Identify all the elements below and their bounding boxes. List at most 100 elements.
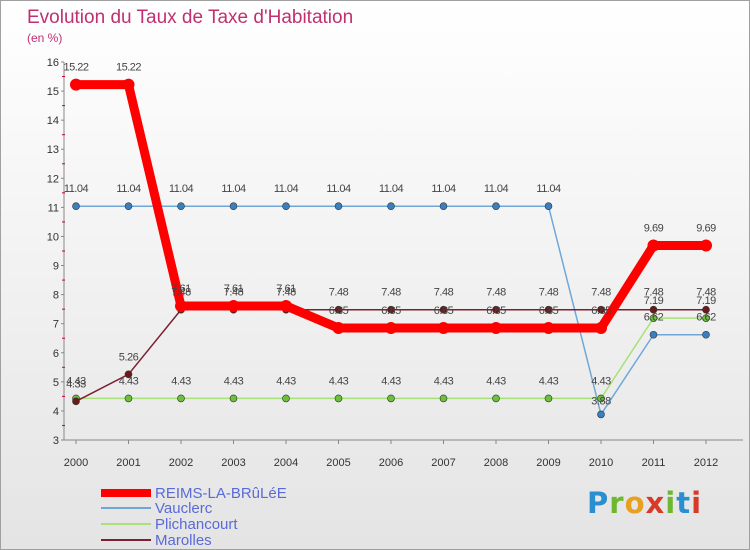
y-tick-label: 6 [53,348,59,360]
data-label: 7.48 [171,287,191,299]
data-label: 7.48 [224,287,244,299]
x-tick-label: 2012 [694,457,718,469]
legend-swatch [101,539,151,541]
logo-letter: x [645,486,666,520]
data-point [544,202,553,211]
data-label: 7.48 [434,287,454,299]
data-point [649,330,658,339]
proxiti-logo: Proxiti [587,486,702,520]
x-tick-label: 2006 [379,457,403,469]
data-point [175,299,187,312]
data-point [280,299,292,312]
data-point [597,394,605,403]
data-label: 3.88 [591,395,611,407]
data-point [439,202,448,211]
data-point [702,314,710,322]
data-label: 6.62 [696,312,716,324]
series-3 [72,305,710,406]
y-tick-label: 3 [53,435,59,447]
data-point [702,305,710,314]
x-tick-label: 2009 [536,457,560,469]
data-point [542,322,555,335]
y-tick-label: 5 [53,377,59,389]
y-tick-label: 9 [53,261,59,273]
data-label: 11.04 [116,183,141,195]
legend-item: REIMS-LA-BRûLéE [101,484,287,502]
data-label: 7.48 [329,287,349,299]
x-tick-label: 2011 [642,457,666,469]
data-label: 9.69 [696,222,716,234]
data-label: 4.43 [224,375,244,387]
data-label: 4.43 [486,375,506,387]
data-label: 15.22 [116,62,141,74]
data-point [385,322,397,335]
x-tick-label: 2010 [589,457,613,469]
data-point [334,202,343,211]
x-tick-label: 2004 [274,457,298,469]
data-label: 7.19 [696,295,716,307]
data-point [597,305,605,314]
data-point [649,305,658,314]
logo-letter: i [691,486,703,520]
legend-item: Vauclerc [101,499,213,517]
series-0 [70,78,712,335]
legend-item: Plichancourt [101,515,238,533]
y-tick-label: 7 [53,319,59,331]
data-point [229,202,238,211]
data-point [492,394,500,403]
y-tick-label: 15 [47,86,59,98]
data-point [122,78,135,91]
y-tick-label: 12 [47,173,59,185]
y-tick-label: 10 [47,231,59,243]
x-tick-label: 2008 [484,457,508,469]
legend-label: Plichancourt [155,515,238,533]
data-point [700,239,712,252]
data-label: 6.85 [591,305,611,317]
data-point [387,394,395,403]
data-point [387,202,395,211]
data-point [492,305,500,314]
data-label: 15.22 [63,62,88,74]
y-tick-label: 13 [47,144,59,156]
data-label: 4.43 [381,375,401,387]
data-label: 6.85 [381,305,401,317]
data-label: 6.85 [329,305,349,317]
y-tick-label: 8 [53,290,59,302]
data-label: 11.04 [484,183,509,195]
data-point [227,299,240,312]
data-label: 9.69 [644,222,664,234]
data-label: 4.33 [66,378,86,390]
data-point [597,410,605,419]
data-label: 7.48 [696,287,716,299]
x-tick-label: 2001 [116,457,140,469]
data-label: 7.48 [591,287,611,299]
logo-letter: t [676,486,692,520]
data-point [437,322,450,335]
y-tick-label: 4 [53,406,59,418]
data-label: 4.43 [119,375,139,387]
data-point [124,202,133,211]
data-label: 11.04 [221,183,246,195]
data-point [334,305,343,314]
legend-label: REIMS-LA-BRûLéE [155,484,287,502]
data-label: 6.62 [644,312,664,324]
data-label: 4.43 [276,375,296,387]
chart-subtitle: (en %) [27,31,63,45]
data-label: 11.04 [431,183,456,195]
logo-letter: o [624,486,646,520]
data-label: 7.48 [276,287,296,299]
chart-title: Evolution du Taux de Taxe d'Habitation [27,7,354,28]
legend-item: Marolles [101,532,212,549]
legend-label: Vauclerc [155,499,213,517]
data-point [595,322,607,335]
data-label: 7.19 [644,295,664,307]
data-point [544,394,553,403]
y-tick-label: 16 [47,57,59,69]
x-tick-label: 2000 [64,457,88,469]
y-tick-label: 14 [47,115,59,127]
data-label: 4.43 [171,375,191,387]
x-tick-label: 2002 [169,457,193,469]
x-tick-label: 2005 [326,457,350,469]
